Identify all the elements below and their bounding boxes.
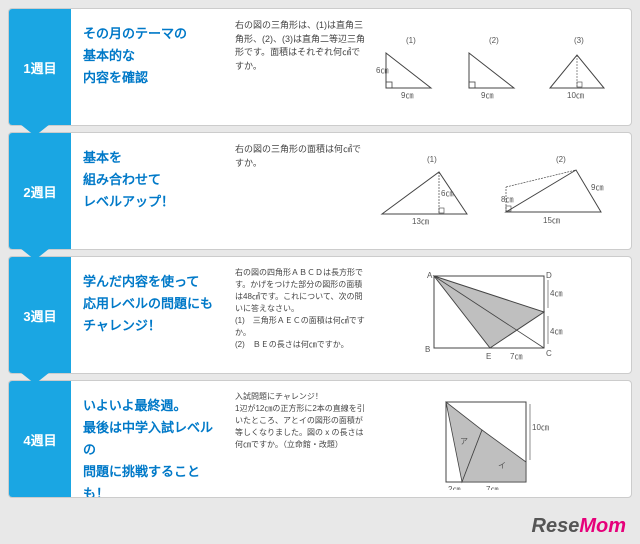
svg-text:10㎝: 10㎝ [532, 423, 549, 432]
lead-text: 基本を 組み合わせて レベルアップ！ [71, 133, 231, 249]
triangle-a-icon: (1) 6㎝ 13㎝ [377, 152, 487, 232]
problem-area: 入試問題にチャレンジ！ 1辺が12㎝の正方形に2本の直線を引いたところ、アとイの… [231, 381, 631, 497]
svg-text:8㎝: 8㎝ [501, 195, 513, 204]
problem-figure: A D B C E 4㎝ 4㎝ 7㎝ [370, 267, 623, 365]
week-card-4: 4週目 いよいよ最終週。 最後は中学入試レベルの 問題に挑戦することも！ 入試問… [8, 380, 632, 498]
svg-text:4㎝: 4㎝ [550, 327, 562, 336]
lead-text: その月のテーマの 基本的な 内容を確認 [71, 9, 231, 125]
svg-text:10㎝: 10㎝ [567, 91, 584, 100]
week-badge: 4週目 [9, 381, 71, 497]
badge-text: 4週目 [23, 430, 56, 449]
problem-area: 右の図の三角形の面積は何㎠ですか。 (1) 6㎝ 13㎝ (2) 8㎝ 9㎝ 1… [231, 133, 631, 249]
week-card-3: 3週目 学んだ内容を使って 応用レベルの問題にも チャレンジ！ 右の図の四角形Ａ… [8, 256, 632, 374]
week-card-2: 2週目 基本を 組み合わせて レベルアップ！ 右の図の三角形の面積は何㎠ですか。… [8, 132, 632, 250]
week-badge: 2週目 [9, 133, 71, 249]
watermark-rese: Rese [532, 515, 580, 537]
svg-text:13㎝: 13㎝ [412, 217, 429, 226]
lead-text: 学んだ内容を使って 応用レベルの問題にも チャレンジ！ [71, 257, 231, 373]
badge-text: 2週目 [23, 182, 56, 201]
svg-text:E: E [486, 352, 491, 361]
week-badge: 1週目 [9, 9, 71, 125]
triangle-b-icon: (2) 8㎝ 9㎝ 15㎝ [501, 152, 616, 232]
problem-figures: (1) 6㎝ 13㎝ (2) 8㎝ 9㎝ 15㎝ [370, 143, 623, 241]
svg-text:(3): (3) [574, 36, 584, 45]
problem-figures: (1) 6㎝ 9㎝ (2) 9㎝ (3) 10㎝ [370, 19, 623, 117]
svg-text:9㎝: 9㎝ [481, 91, 493, 100]
problem-area: 右の図の三角形は、(1)は直角三角形、(2)、(3)は直角二等辺三角形です。面積… [231, 9, 631, 125]
problem-text: 入試問題にチャレンジ！ 1辺が12㎝の正方形に2本の直線を引いたところ、アとイの… [235, 391, 370, 489]
week-badge: 3週目 [9, 257, 71, 373]
problem-text: 右の図の三角形は、(1)は直角三角形、(2)、(3)は直角二等辺三角形です。面積… [235, 19, 370, 117]
svg-text:ア: ア [460, 437, 468, 446]
svg-text:(2): (2) [489, 36, 499, 45]
svg-text:6㎝: 6㎝ [441, 189, 453, 198]
badge-text: 3週目 [23, 306, 56, 325]
chevron-down-icon [20, 124, 50, 136]
svg-text:7㎝: 7㎝ [510, 352, 522, 361]
triangle-1-icon: (1) 6㎝ 9㎝ [376, 33, 446, 103]
square-diagram-icon: ア イ 10㎝ 2㎝ 7㎝ [432, 390, 562, 490]
problem-text: 右の図の三角形の面積は何㎠ですか。 [235, 143, 370, 241]
svg-text:9㎝: 9㎝ [591, 183, 603, 192]
problem-area: 右の図の四角形ＡＢＣＤは長方形です。かげをつけた部分の図形の面積は48㎠です。こ… [231, 257, 631, 373]
svg-text:(1): (1) [406, 36, 416, 45]
week-card-1: 1週目 その月のテーマの 基本的な 内容を確認 右の図の三角形は、(1)は直角三… [8, 8, 632, 126]
svg-text:4㎝: 4㎝ [550, 289, 562, 298]
svg-text:B: B [425, 345, 430, 354]
watermark-mom: Mom [579, 515, 626, 537]
svg-text:(1): (1) [427, 155, 437, 164]
problem-text: 右の図の四角形ＡＢＣＤは長方形です。かげをつけた部分の図形の面積は48㎠です。こ… [235, 267, 370, 365]
svg-text:15㎝: 15㎝ [543, 216, 560, 225]
triangle-3-icon: (3) 10㎝ [542, 33, 617, 103]
problem-figure: ア イ 10㎝ 2㎝ 7㎝ [370, 391, 623, 489]
badge-text: 1週目 [23, 58, 56, 77]
chevron-down-icon [20, 372, 50, 384]
lead-text: いよいよ最終週。 最後は中学入試レベルの 問題に挑戦することも！ [71, 381, 231, 497]
rectangle-diagram-icon: A D B C E 4㎝ 4㎝ 7㎝ [422, 266, 572, 366]
svg-text:2㎝: 2㎝ [448, 485, 460, 490]
svg-text:6㎝: 6㎝ [376, 66, 388, 75]
chevron-down-icon [20, 248, 50, 260]
triangle-2-icon: (2) 9㎝ [459, 33, 529, 103]
svg-text:7㎝: 7㎝ [486, 485, 498, 490]
svg-text:9㎝: 9㎝ [401, 91, 413, 100]
svg-text:A: A [427, 271, 433, 280]
svg-text:C: C [546, 349, 552, 358]
watermark: ReseMom [532, 515, 626, 538]
svg-text:(2): (2) [556, 155, 566, 164]
svg-text:イ: イ [498, 461, 506, 470]
svg-text:D: D [546, 271, 552, 280]
